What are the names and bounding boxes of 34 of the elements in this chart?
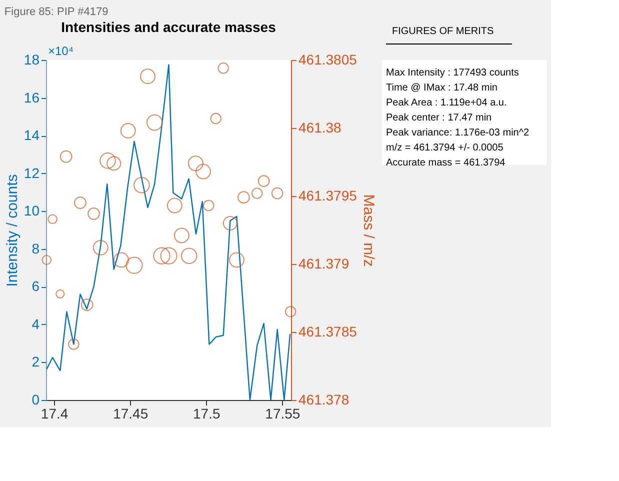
y2-tick-label: 461.3785 (298, 324, 358, 340)
x-tick-label: 17.45 (113, 406, 148, 422)
text: Peak Area : 1.119e+04 a.u. (386, 98, 507, 108)
y-tick-label: 16 (24, 89, 40, 106)
y-axis-title: Intensity / counts (4, 174, 21, 287)
y2-tick-label: 461.3795 (298, 188, 358, 204)
y2-axis-title: Mass / m/z (360, 194, 377, 267)
text: Time @ IMax : 17.48 min (386, 82, 498, 94)
text: Peak variance: 1.176e-03 min^2 (386, 128, 530, 138)
y-tick-label: 2 (32, 354, 40, 370)
x-tick-label: 17.4 (40, 406, 68, 422)
caption: Figure 85: PIP #4179 (4, 6, 108, 18)
y-tick-label: 10 (24, 202, 40, 219)
text: ×10⁴ (48, 44, 74, 58)
chart-title: Intensities and accurate masses (61, 19, 276, 35)
y-tick-label: 12 (24, 164, 40, 181)
y2-tick-label: 461.3805 (298, 52, 358, 68)
y2-tick-label: 461.379 (298, 256, 350, 272)
text: FIGURES OF MERITS (392, 26, 494, 37)
text: Max Intensity : 177493 counts (386, 68, 519, 78)
y-tick-label: 6 (32, 278, 40, 294)
y-tick-label: 0 (32, 392, 40, 408)
line-series (46, 64, 291, 400)
y-tick-label: 8 (32, 240, 40, 256)
y2-tick-label: 461.378 (298, 392, 350, 408)
x-tick-label: 17.55 (265, 406, 300, 422)
y-tick-label: 4 (32, 316, 40, 332)
text: m/z = 461.3794 +/- 0.0005 (386, 142, 504, 154)
x-tick-label: 17.5 (193, 406, 220, 422)
text: Peak center : 17.47 min (386, 112, 492, 124)
text: Accurate mass = 461.3794 (386, 158, 506, 168)
y2-tick-label: 461.38 (298, 120, 342, 136)
y-tick-label: 18 (24, 52, 40, 68)
y-tick-label: 14 (24, 127, 40, 144)
